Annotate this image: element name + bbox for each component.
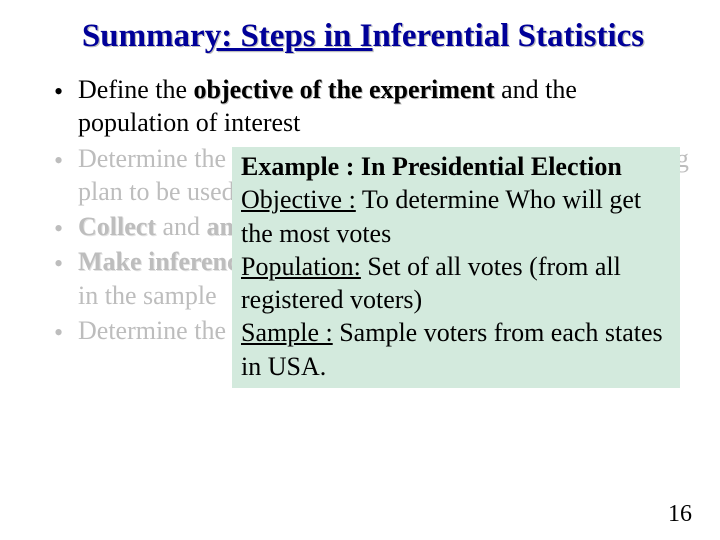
- population-label: Population:: [241, 252, 361, 281]
- title-underlined: y: Steps in I: [205, 18, 373, 54]
- bullet-dot-icon: •: [54, 212, 63, 245]
- bullet-dot-icon: •: [54, 247, 63, 280]
- b1-pre: Define the: [78, 75, 194, 104]
- b3-bold1: Collect: [78, 212, 156, 241]
- page-number: 16: [668, 501, 692, 528]
- bullet-dot-icon: •: [54, 316, 63, 349]
- b1-bold: objective of the experiment: [194, 75, 495, 104]
- b2-pre: Determine the: [78, 144, 233, 173]
- bullet-dot-icon: •: [54, 75, 63, 108]
- title-post: nferential Statistics: [373, 18, 645, 54]
- b3-mid: and: [156, 212, 207, 241]
- sample-label: Sample :: [241, 318, 333, 347]
- title-pre: Summar: [82, 18, 205, 54]
- example-header: Example : In Presidential Election: [241, 150, 671, 183]
- b5-pre: Determine the: [78, 316, 233, 345]
- example-sample: Sample : Sample voters from each states …: [241, 316, 671, 383]
- slide-body: • Define the objective of the experiment…: [34, 73, 692, 347]
- bullet-dot-icon: •: [54, 144, 63, 177]
- slide-title: Summary: Steps in Inferential Statistics: [34, 18, 692, 55]
- example-population: Population: Set of all votes (from all r…: [241, 250, 671, 317]
- example-box: Example : In Presidential Election Objec…: [232, 147, 680, 388]
- slide: Summary: Steps in Inferential Statistics…: [0, 0, 720, 540]
- example-objective: Objective : To determine Who will get th…: [241, 183, 671, 250]
- objective-label: Objective :: [241, 185, 356, 214]
- bullet-1: • Define the objective of the experiment…: [60, 73, 692, 140]
